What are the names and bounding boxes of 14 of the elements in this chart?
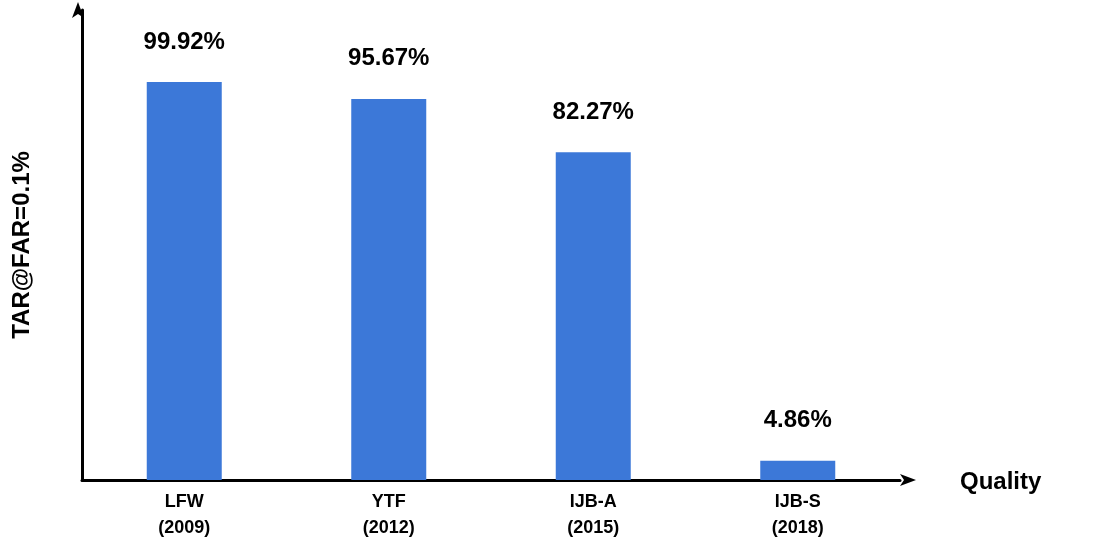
y-axis-title: TAR@FAR=0.1%	[6, 151, 34, 339]
bar	[351, 98, 427, 480]
x-tick-label: LFW (2009)	[158, 491, 211, 537]
bar	[146, 82, 222, 480]
x-tick-label: YTF (2012)	[362, 491, 415, 537]
x-tick-label: IJB-A (2015)	[567, 491, 620, 537]
bar	[760, 460, 836, 480]
data-label: 99.92%	[143, 26, 225, 54]
bar	[555, 152, 631, 480]
x-axis-title: Quality	[960, 466, 1042, 494]
data-label: 95.67%	[348, 43, 430, 71]
data-label: 4.86%	[763, 405, 832, 433]
x-tick-label: IJB-S (2018)	[771, 491, 824, 537]
data-label: 82.27%	[552, 96, 634, 124]
